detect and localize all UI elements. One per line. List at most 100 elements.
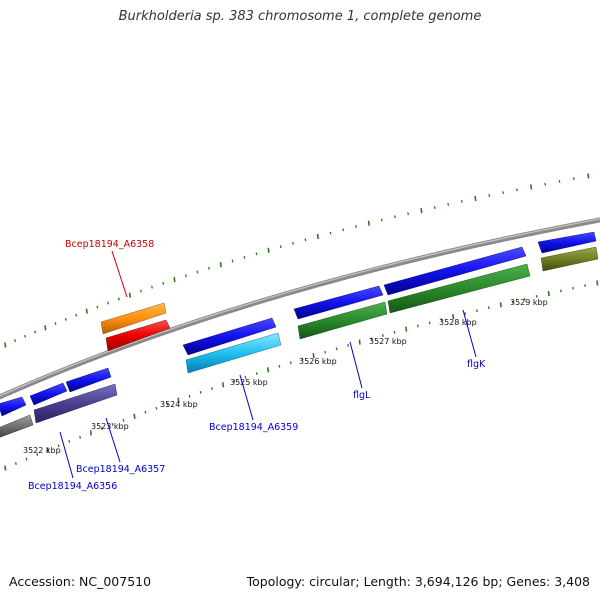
minor-tick: [523, 297, 526, 301]
kbp-label: 3529 kbp: [510, 298, 548, 307]
kbp-label: 3523 kbp: [91, 422, 129, 431]
minor-tick: [184, 274, 187, 278]
gene-feature: [383, 246, 527, 296]
minor-tick: [57, 444, 60, 448]
major-tick: [128, 292, 131, 298]
kbp-labels: 3522 kbp 3523 kbp 3524 kbp 3525 kbp 3526…: [23, 298, 548, 455]
major-tick: [405, 326, 408, 332]
forward-strand-genes: [0, 231, 597, 417]
minor-tick: [107, 301, 110, 305]
outer-tick-track: [4, 173, 590, 348]
minor-tick: [96, 305, 99, 309]
gene-label-a6358[interactable]: Bcep18194_A6358: [65, 239, 154, 250]
minor-tick: [544, 182, 547, 186]
minor-tick: [440, 318, 443, 322]
minor-tick: [24, 334, 27, 338]
kbp-label: 3525 kbp: [230, 378, 268, 387]
kbp-label: 3526 kbp: [299, 357, 337, 366]
minor-tick: [199, 390, 202, 394]
minor-tick: [100, 427, 103, 431]
minor-tick: [34, 330, 37, 334]
kbp-label: 3524 kbp: [160, 400, 198, 409]
minor-tick: [208, 266, 210, 270]
major-tick: [587, 173, 590, 179]
minor-tick: [255, 372, 258, 376]
minor-tick: [447, 202, 450, 206]
gene-feature: [33, 383, 118, 424]
major-tick: [46, 447, 49, 453]
kbp-label: 3527 kbp: [369, 337, 407, 346]
leader-line-a6357: [105, 417, 121, 463]
genome-summary-text: Topology: circular; Length: 3,694,126 bp…: [246, 574, 590, 589]
gene-feature: [65, 367, 112, 393]
kbp-label: 3528 kbp: [439, 318, 477, 327]
minor-tick: [324, 350, 327, 354]
minor-tick: [433, 206, 436, 209]
minor-tick: [572, 286, 574, 290]
kbp-label: 3522 kbp: [23, 446, 61, 455]
minor-tick: [279, 245, 282, 249]
minor-tick: [381, 334, 384, 337]
major-tick: [367, 220, 370, 226]
minor-tick: [355, 225, 357, 228]
major-tick: [499, 302, 502, 308]
major-tick: [420, 208, 423, 214]
minor-tick: [14, 462, 17, 465]
major-tick: [222, 382, 225, 388]
minor-tick: [380, 218, 383, 222]
gene-feature: [540, 246, 599, 272]
gene-feature: [182, 317, 277, 356]
minor-tick: [25, 457, 28, 461]
major-tick: [358, 339, 361, 345]
leader-line-flgl: [349, 341, 363, 389]
minor-tick: [342, 228, 345, 232]
inner-tick-track: [4, 280, 599, 471]
leader-line-flgk: [462, 309, 477, 358]
major-tick: [89, 430, 92, 436]
gene-feature-a6358-red: [105, 319, 171, 352]
major-tick: [219, 262, 222, 268]
minor-tick: [428, 321, 431, 325]
minor-tick: [516, 188, 518, 192]
gene-feature: [29, 382, 68, 406]
major-tick: [177, 397, 180, 403]
page-title: Burkholderia sp. 383 chromosome 1, compl…: [118, 9, 482, 24]
major-tick: [596, 280, 599, 286]
minor-tick: [329, 231, 332, 235]
gene-label-a6356[interactable]: Bcep18194_A6356: [28, 481, 117, 492]
minor-tick: [407, 212, 410, 216]
major-tick: [85, 308, 88, 314]
minor-tick: [122, 418, 125, 422]
minor-tick: [460, 199, 463, 203]
minor-tick: [347, 343, 350, 347]
minor-tick: [166, 402, 169, 406]
minor-tick: [210, 387, 213, 391]
minor-tick: [304, 238, 307, 242]
minor-tick: [255, 252, 258, 256]
gene-label-flgl[interactable]: flgL: [353, 390, 371, 401]
gene-label-a6359[interactable]: Bcep18194_A6359: [209, 422, 298, 433]
minor-tick: [14, 339, 17, 343]
gene-feature: [297, 301, 388, 340]
major-tick: [44, 325, 47, 331]
gene-feature: [537, 231, 597, 254]
minor-tick: [162, 281, 165, 285]
minor-tick: [572, 177, 575, 181]
gene-label-a6357[interactable]: Bcep18194_A6357: [76, 464, 165, 475]
major-tick: [316, 233, 319, 240]
minor-tick: [393, 215, 396, 219]
leader-line-a6356: [59, 431, 74, 479]
minor-tick: [464, 312, 467, 316]
minor-tick: [393, 330, 396, 334]
minor-tick: [584, 284, 587, 288]
minor-tick: [558, 179, 561, 183]
major-tick: [173, 277, 176, 283]
accession-text: Accession: NC_007510: [9, 574, 152, 589]
minor-tick: [188, 394, 191, 398]
minor-tick: [292, 241, 294, 245]
minor-tick: [278, 364, 281, 368]
minor-tick: [196, 270, 199, 274]
gene-feature: [0, 396, 27, 417]
gene-label-flgk[interactable]: flgK: [467, 359, 486, 370]
